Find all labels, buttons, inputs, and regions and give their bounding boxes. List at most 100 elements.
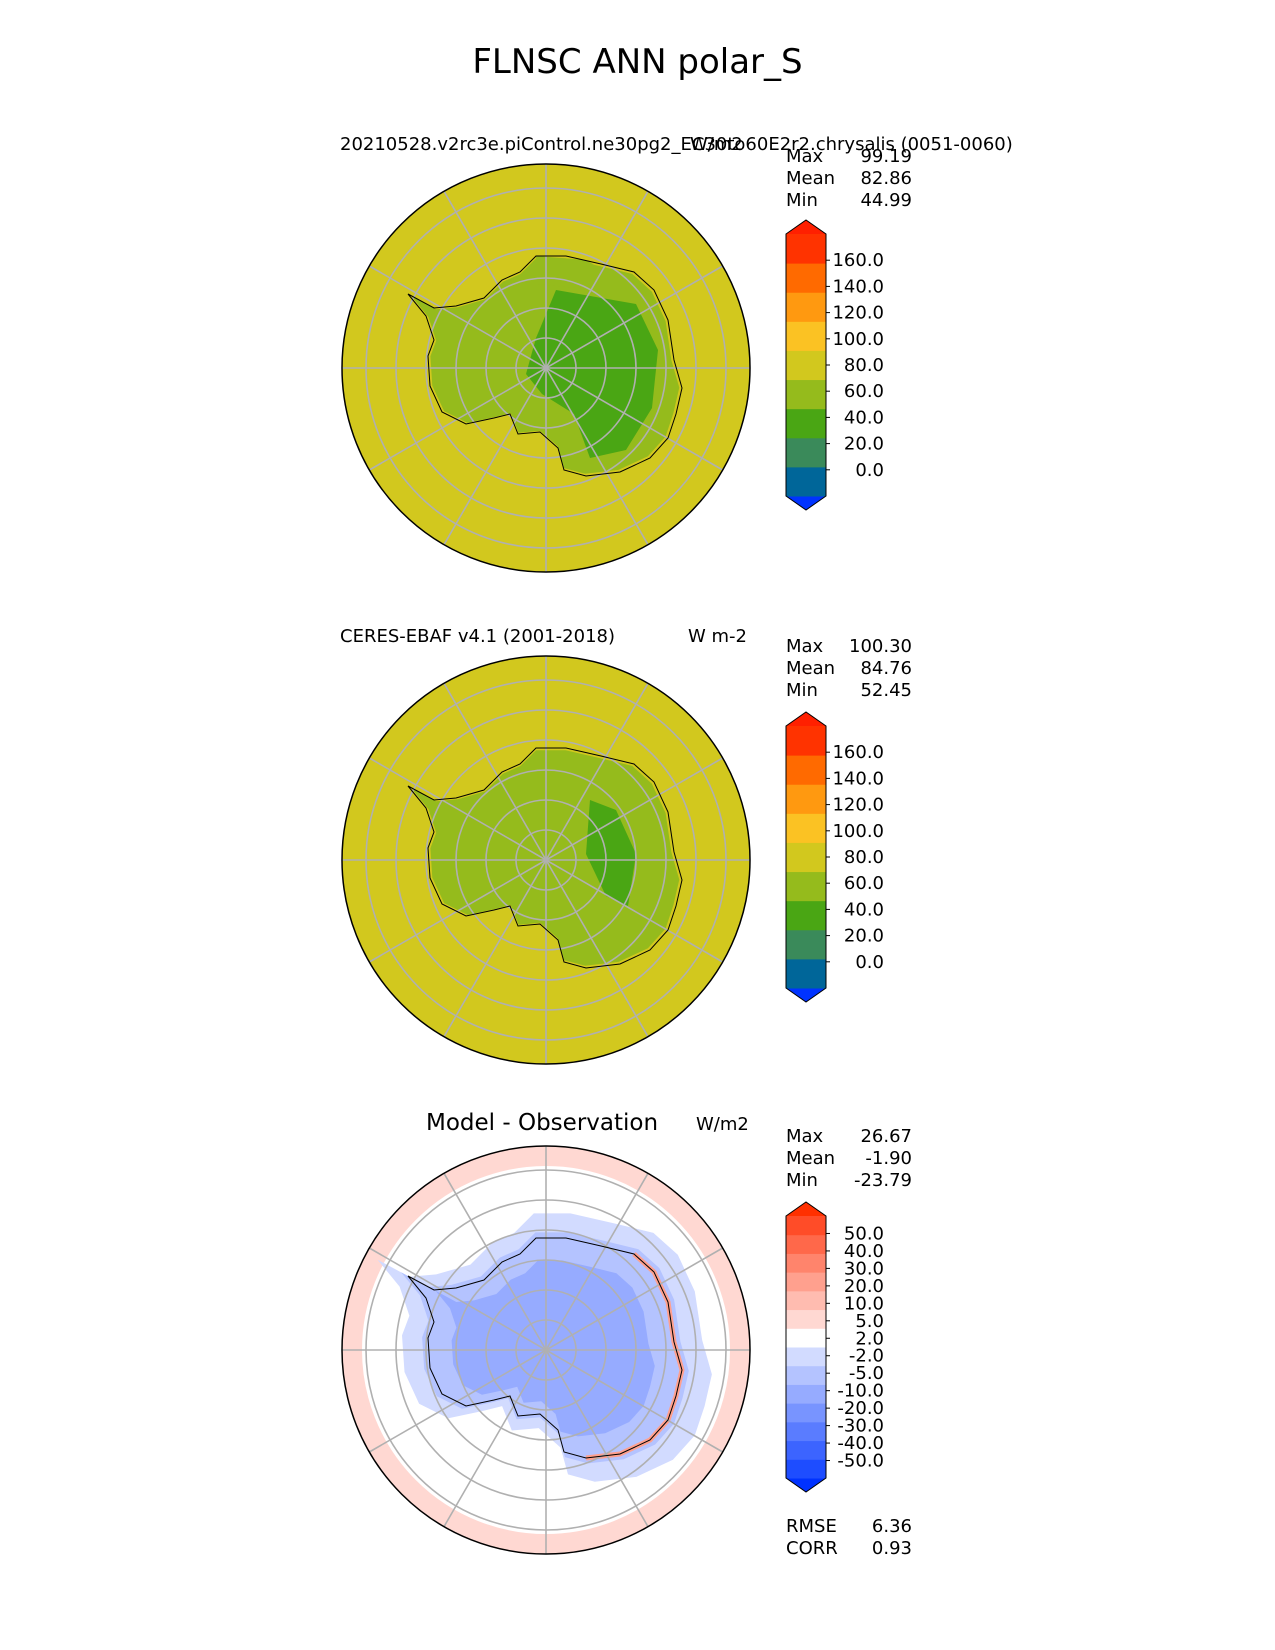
panel1-title: 20210528.v2rc3e.piControl.ne30pg2_EC30to… <box>340 134 1013 155</box>
colorbar-block <box>786 234 826 264</box>
colorbar-block <box>786 466 826 497</box>
colorbar-block <box>786 1234 826 1254</box>
colorbar-block <box>786 408 826 439</box>
colorbar-block <box>786 726 826 756</box>
colorbar-tick-label: -2.0 <box>849 1346 884 1367</box>
colorbar-extension-bottom <box>786 496 826 510</box>
stat-value-min: 52.45 <box>860 680 912 701</box>
colorbar-outline <box>785 1201 827 1493</box>
panel2-stats: Max 100.30 Mean 84.76 Min 52.45 <box>786 636 912 702</box>
colorbar-tick-label: 10.0 <box>844 1293 884 1314</box>
colorbar-tick-label: -50.0 <box>837 1451 884 1472</box>
map-boundary <box>341 655 751 1065</box>
colorbar-tick-label: -30.0 <box>837 1416 884 1437</box>
colorbar-tick-label: 0.0 <box>855 460 884 481</box>
colorbar-tick-label: 140.0 <box>832 768 884 789</box>
colorbar-tick-label: -5.0 <box>849 1363 884 1384</box>
colorbar-block <box>786 379 826 410</box>
colorbar-tick-label: 100.0 <box>832 329 884 350</box>
colorbar-block <box>786 1272 826 1292</box>
colorbar-tick-label: 40.0 <box>844 1241 884 1262</box>
stat-value-max: 26.67 <box>860 1126 912 1147</box>
antarctica-coastline <box>407 255 683 477</box>
stat-label-mean: Mean <box>786 658 836 679</box>
stat-label-corr: CORR <box>786 1538 838 1559</box>
panel2-units: W m-2 <box>688 626 748 647</box>
colorbar-tick-label: 2.0 <box>855 1328 884 1349</box>
colorbar-outline <box>785 711 827 1003</box>
colorbar-block <box>786 1328 826 1348</box>
panel3-colorbar: -50.0-40.0-30.0-20.0-10.0-5.0-2.02.05.01… <box>785 1201 884 1493</box>
panel3-polar-map <box>341 1145 751 1555</box>
colorbar-block <box>786 871 826 902</box>
colorbar-tick-label: 140.0 <box>832 276 884 297</box>
colorbar-block <box>786 958 826 989</box>
stat-label-min: Min <box>786 190 818 211</box>
field-plateau-40-60 <box>526 290 658 458</box>
stat-label-max: Max <box>786 1126 824 1147</box>
colorbar-tick-label: 120.0 <box>832 303 884 324</box>
colorbar-tick-label: 160.0 <box>832 742 884 763</box>
colorbar-block <box>786 1365 826 1385</box>
colorbar-block <box>786 900 826 931</box>
antarctica-coastline <box>407 1237 683 1459</box>
colorbar-block <box>786 1421 826 1442</box>
stat-value-min: 44.99 <box>860 190 912 211</box>
stat-value-min: -23.79 <box>853 1170 912 1191</box>
colorbar-block <box>786 263 826 293</box>
colorbar-tick-label: 20.0 <box>844 926 884 947</box>
colorbar-block <box>786 292 826 322</box>
field-plateau-40-60 <box>586 800 636 906</box>
colorbar-block <box>786 1440 826 1460</box>
colorbar-block <box>786 1403 826 1423</box>
stat-label-max: Max <box>786 146 824 167</box>
stat-label-min: Min <box>786 680 818 701</box>
colorbar-tick-label: 160.0 <box>832 250 884 271</box>
map-boundary <box>341 163 751 573</box>
colorbar-tick-label: 20.0 <box>844 434 884 455</box>
colorbar-tick-label: 60.0 <box>844 381 884 402</box>
colorbar-outline <box>785 219 827 511</box>
colorbar-tick-label: 100.0 <box>832 821 884 842</box>
colorbar-block <box>786 437 826 468</box>
colorbar-extension-top <box>786 712 826 726</box>
panel3-units: W/m2 <box>696 1114 749 1135</box>
stat-value-corr: 0.93 <box>871 1538 912 1559</box>
colorbar-block <box>786 1253 826 1273</box>
colorbar-tick-label: 0.0 <box>855 952 884 973</box>
colorbar-tick-label: 120.0 <box>832 795 884 816</box>
colorbar-block <box>786 1384 826 1404</box>
colorbar-extension-top <box>786 220 826 234</box>
colorbar-tick-label: -40.0 <box>837 1433 884 1454</box>
panel3-extra-stats: RMSE 6.36 CORR 0.93 <box>786 1516 912 1560</box>
colorbar-tick-label: 40.0 <box>844 899 884 920</box>
antarctica-coastline <box>407 747 683 969</box>
colorbar-tick-label: 80.0 <box>844 355 884 376</box>
colorbar-block <box>786 1459 826 1479</box>
colorbar-extension-bottom <box>786 988 826 1002</box>
stat-value-mean: -1.90 <box>865 1148 912 1169</box>
colorbar-tick-label: -10.0 <box>837 1381 884 1402</box>
stat-label-mean: Mean <box>786 1148 836 1169</box>
panel1-units: W/m2 <box>690 134 743 155</box>
graticule-meridian <box>368 265 724 471</box>
stat-label-max: Max <box>786 636 824 657</box>
colorbar-block <box>786 1216 826 1236</box>
colorbar-tick-label: 50.0 <box>844 1223 884 1244</box>
figure-title: FLNSC ANN polar_S <box>472 42 803 82</box>
stat-value-max: 100.30 <box>849 636 912 657</box>
colorbar-extension-top <box>786 1202 826 1216</box>
colorbar-block <box>786 1290 826 1311</box>
stat-value-max: 99.19 <box>860 146 912 167</box>
map-field <box>342 656 750 1064</box>
panel2-colorbar: 0.0 20.0 40.0 60.0 80.0 100.0 120.0 140.0 160.0 <box>785 711 884 1003</box>
colorbar-tick-label: 80.0 <box>844 847 884 868</box>
stat-label-mean: Mean <box>786 168 836 189</box>
colorbar-tick-label: 40.0 <box>844 407 884 428</box>
colorbar-extension-bottom <box>786 1478 826 1492</box>
map-boundary <box>341 1145 751 1555</box>
stat-label-rmse: RMSE <box>786 1516 837 1537</box>
panel1-colorbar: 0.0 20.0 40.0 60.0 80.0 100.0 120.0 140.0 160.0 <box>785 219 884 511</box>
graticule-meridian <box>368 1247 724 1453</box>
colorbar-block <box>786 842 826 873</box>
